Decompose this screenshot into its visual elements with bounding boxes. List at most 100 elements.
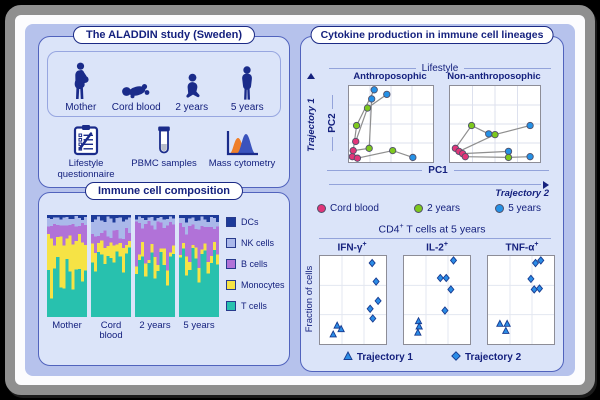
mass-cytometry-icon	[223, 123, 261, 156]
trajectory-2-arrow	[543, 180, 549, 189]
timepoints-box	[47, 51, 281, 117]
trajectory-legend-label: Trajectory 1	[356, 352, 413, 363]
trajectory-2-axis-line	[329, 184, 541, 185]
baby-icon	[120, 80, 152, 100]
child-icon	[237, 66, 257, 100]
pca-subtitle-anthroposophic: Anthroposophic	[353, 71, 427, 82]
dotplot-ifn-	[319, 255, 387, 345]
cytokine-panel: Cytokine production in immune cell linea…	[300, 26, 564, 372]
legend-swatch	[226, 259, 236, 269]
timepoint-label: 5 years	[230, 102, 264, 113]
timepoint-cord-blood: Cord blood	[109, 55, 165, 113]
axis-line	[331, 95, 333, 110]
methods-row: Lifestyle questionnaire PBMC samples Mass …	[47, 123, 281, 181]
composition-chart-5-years	[179, 215, 219, 317]
method-mass-cytometry: Mass cytometry	[203, 123, 281, 181]
dotplot-title-tnf-: TNF-α+	[489, 241, 555, 253]
age-legend-label: 5 years	[508, 203, 541, 214]
pca-subtitle-non-anthroposophic: Non-anthroposophic	[447, 71, 541, 82]
study-panel-title: The ALADDIN study (Sweden)	[72, 26, 256, 44]
divider-line	[329, 68, 416, 69]
composition-chart-2-years	[135, 215, 175, 317]
age-legend-label: 2 years	[427, 203, 460, 214]
age-legend-5-years: 5 years	[495, 203, 541, 214]
composition-group-labels: Mother Cord blood 2 years 5 years	[47, 320, 219, 342]
legend-item-nk-cells: NK cells	[226, 238, 285, 248]
trajectory-2-axis-label: Trajectory 2	[495, 188, 549, 199]
toddler-icon	[180, 73, 204, 100]
dotplot-title-text: IFN-γ	[337, 242, 363, 254]
diamond-icon	[451, 351, 461, 364]
legend-label: T cells	[241, 301, 267, 311]
legend-swatch	[226, 301, 236, 311]
age-legend-2-years: 2 years	[414, 203, 460, 214]
lifestyle-label: Lifestyle	[421, 63, 459, 74]
age-legend-label: Cord blood	[330, 203, 379, 214]
age-legend-cord-blood: Cord blood	[317, 203, 379, 214]
legend-swatch	[226, 280, 236, 290]
legend-label: B cells	[241, 259, 268, 269]
timepoint-label: 2 years	[175, 102, 209, 113]
timepoint-label: Mother	[65, 102, 97, 113]
dotplot-title-text: TNF-α	[505, 242, 535, 254]
composition-panel-title: Immune cell composition	[84, 182, 244, 200]
trajectory-1-arrow	[307, 73, 315, 79]
dotplot-title-ifn-: IFN-γ+	[319, 241, 385, 253]
mother-icon	[68, 62, 94, 100]
timepoint-2-years: 2 years	[164, 55, 220, 113]
method-pbmc-samples: PBMC samples	[125, 123, 203, 181]
age-legend-dot	[495, 204, 505, 213]
dotplot-title-text: IL-2	[426, 242, 444, 254]
cd4-divider-line	[319, 238, 551, 239]
method-label: PBMC samples	[131, 158, 197, 169]
pc1-axis-label: PC1	[327, 165, 550, 176]
legend-label: NK cells	[241, 238, 275, 248]
study-panel: The ALADDIN study (Sweden) Mother Cord bl…	[38, 26, 290, 188]
triangle-icon	[343, 351, 353, 364]
pca-plot-anthroposophic	[348, 85, 434, 163]
pca-plot-non-anthroposophic	[449, 85, 541, 163]
legend-label: DCs	[241, 217, 259, 227]
legend-item-t-cells: T cells	[226, 301, 285, 311]
fraction-of-cells-axis-label: Fraction of cells	[303, 265, 315, 333]
trajectory-legend: Trajectory 1 Trajectory 2	[301, 351, 563, 364]
timepoints-row: Mother Cord blood 2 years 5 years	[47, 51, 281, 117]
composition-chart-mother	[47, 215, 87, 317]
composition-group-label: Cord blood	[99, 320, 123, 342]
composition-group-label: 5 years	[183, 320, 215, 331]
dotplot-titles: IFN-γ+ IL-2+ TNF-α+	[319, 241, 555, 253]
figure-background: The ALADDIN study (Sweden) Mother Cord bl…	[25, 24, 575, 376]
timepoint-mother: Mother	[53, 55, 109, 113]
legend-item-monocytes: Monocytes	[226, 280, 285, 290]
legend-label: Monocytes	[241, 280, 285, 290]
dotplot-title-il-2: IL-2+	[404, 241, 470, 253]
legend-item-dcs: DCs	[226, 217, 285, 227]
age-legend: Cord blood 2 years 5 years	[317, 203, 541, 214]
trajectory-legend-label: Trajectory 2	[465, 352, 522, 363]
dotplot-title-sup: +	[443, 241, 448, 248]
composition-group-label: 2 years	[139, 320, 171, 331]
divider-line	[464, 68, 551, 69]
legend-item-b-cells: B cells	[226, 259, 285, 269]
axis-line	[453, 170, 550, 171]
timepoint-5-years: 5 years	[220, 55, 276, 113]
trajectory-legend-trajectory-1: Trajectory 1	[343, 351, 413, 364]
composition-legend: DCs NK cells B cells Monocytes T cells	[226, 217, 285, 322]
timepoint-label: Cord blood	[111, 102, 161, 113]
dotplot-title-sup: +	[534, 241, 539, 248]
dotplot-title-sup: +	[362, 241, 367, 248]
cd4-header: CD4+ T cells at 5 years	[378, 223, 486, 236]
age-legend-dot	[317, 204, 326, 213]
dotplot-row	[319, 255, 555, 345]
cytokine-panel-title: Cytokine production in immune cell linea…	[310, 26, 554, 44]
legend-swatch	[226, 217, 236, 227]
age-legend-dot	[414, 204, 424, 213]
method-lifestyle-questionnaire: Lifestyle questionnaire	[47, 123, 125, 181]
tube-icon	[155, 123, 173, 156]
dotplot-il-2	[403, 255, 471, 345]
axis-line	[331, 136, 333, 151]
composition-charts	[47, 215, 219, 317]
method-label: Mass cytometry	[208, 158, 276, 169]
pc2-axis-label: PC2	[325, 85, 339, 161]
